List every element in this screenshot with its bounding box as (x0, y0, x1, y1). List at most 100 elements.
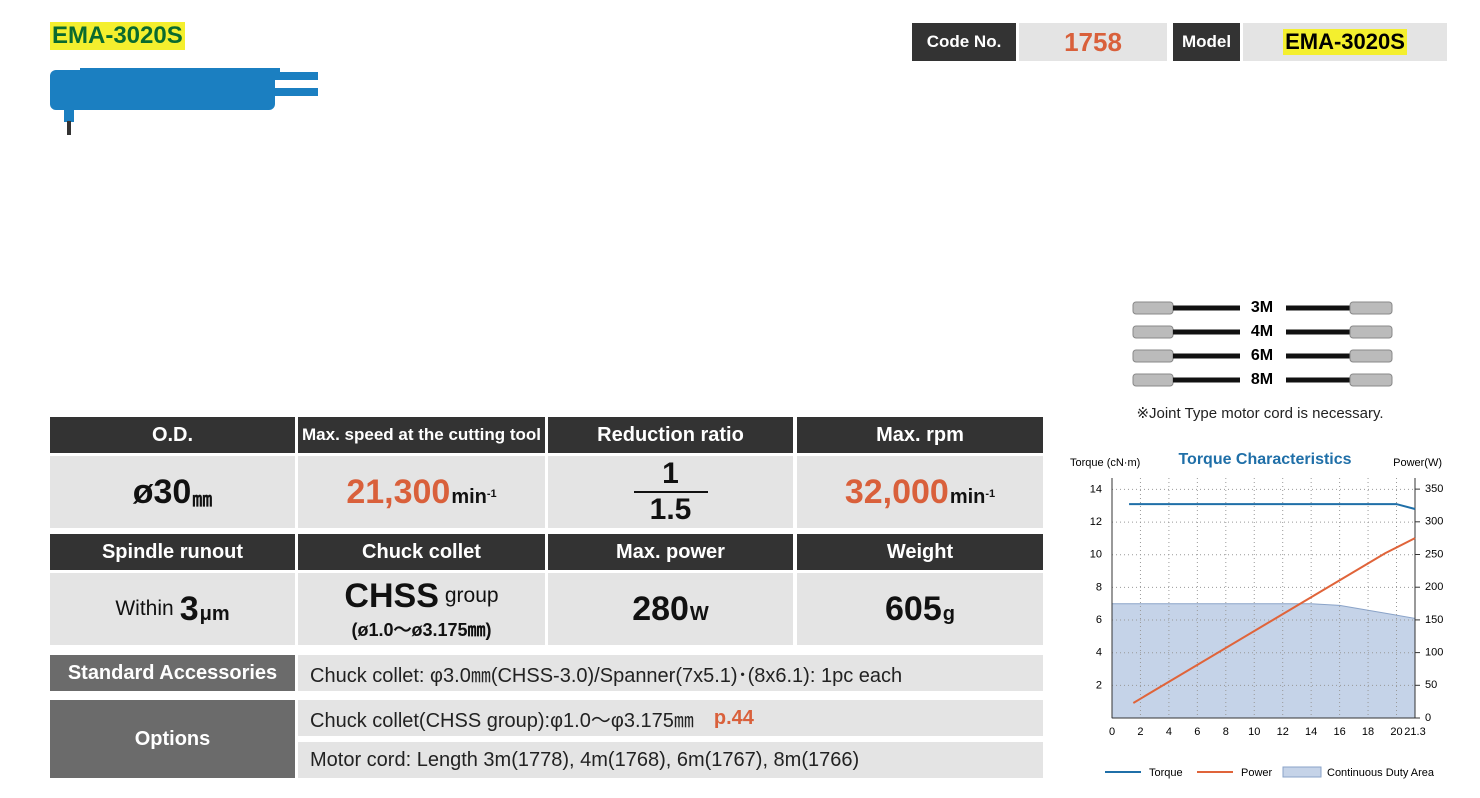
legend-label: Torque (1149, 767, 1183, 779)
code-label: Code No. (912, 23, 1016, 61)
y2-tick-label: 200 (1425, 581, 1443, 593)
cord-length: 6M (1251, 347, 1273, 364)
x-tick-label: 16 (1333, 726, 1345, 738)
model-box: EMA-3020S (1243, 23, 1447, 61)
model-label: Model (1173, 23, 1240, 61)
y2-tick-label: 150 (1425, 614, 1443, 626)
spec-value: Within 3 μm (50, 573, 295, 645)
options-label: Options (50, 700, 295, 778)
y2-tick-label: 100 (1425, 647, 1443, 659)
y-tick-label: 8 (1096, 581, 1102, 593)
spec-number: 280 (632, 589, 689, 628)
spec-label: Reduction ratio (548, 417, 793, 453)
x-tick-label: 4 (1166, 726, 1172, 738)
accessories-text: Chuck collet: φ3.0㎜(CHSS-3.0)/Spanner(7x… (298, 655, 1043, 691)
spec-label: O.D. (50, 417, 295, 453)
numerator: 1 (662, 457, 679, 490)
options-ref: p.44 (713, 706, 754, 729)
spec-line: CHSS group (344, 577, 498, 616)
spec-value: 21,300 min -1 (298, 456, 545, 528)
spec-label: Max. speed at the cutting tool (298, 417, 545, 453)
y-tick-label: 10 (1090, 549, 1102, 561)
spec-label: Max. power (548, 534, 793, 570)
spec-label: Chuck collet (298, 534, 545, 570)
y-tick-label: 2 (1096, 679, 1102, 691)
spec-value: 605 g (797, 573, 1043, 645)
y2-tick-label: 250 (1425, 548, 1443, 560)
spec-label: Weight (797, 534, 1043, 570)
x-tick-label: 6 (1194, 726, 1200, 738)
legend-label: Continuous Duty Area (1327, 767, 1435, 779)
spec-value: ø30 ㎜ (50, 456, 295, 528)
spec-sup: -1 (486, 488, 497, 500)
y2-axis-label: Power(W) (1393, 457, 1442, 469)
series-line (1129, 503, 1416, 510)
connector (1349, 373, 1393, 387)
x-tick-label: 12 (1277, 726, 1289, 738)
y-tick-label: 6 (1096, 614, 1102, 626)
connector (1349, 349, 1393, 363)
x-tick-label: 0 (1109, 726, 1115, 738)
x-tick-label: 21.3 (1404, 726, 1425, 738)
fraction-bar (633, 491, 708, 493)
spec-value: CHSS group (ø1.0～ø3.175㎜) (298, 573, 545, 645)
cord-note: ※Joint Type motor cord is necessary. (1136, 405, 1383, 422)
spec-unit: min (949, 485, 986, 508)
y-axis-label: Torque (cN·m) (1070, 457, 1140, 469)
legend-label: Power (1241, 767, 1273, 779)
y-tick-label: 4 (1096, 647, 1102, 659)
cord-length: 3M (1251, 299, 1273, 316)
x-tick-label: 2 (1137, 726, 1143, 738)
x-tick-label: 14 (1305, 726, 1317, 738)
x-tick-label: 8 (1223, 726, 1229, 738)
y2-tick-label: 50 (1425, 679, 1437, 691)
spec-value: 32,000 min -1 (797, 456, 1043, 528)
y2-tick-label: 0 (1425, 712, 1431, 724)
series-line (1132, 537, 1416, 704)
options-text: Chuck collet(CHSS group):φ1.0～φ3.175㎜ (310, 709, 694, 732)
y2-tick-label: 350 (1425, 483, 1443, 495)
spec-number: ø30 (132, 472, 192, 511)
options-text: Motor cord: Length 3m(1778), 4m(1768), 6… (310, 748, 860, 771)
options-row: Motor cord: Length 3m(1778), 4m(1768), 6… (298, 742, 1043, 778)
spec-number: CHSS (344, 576, 439, 615)
spec-unit: g (942, 602, 955, 625)
spec-unit: min (451, 485, 487, 508)
connector (1132, 349, 1174, 363)
duty-area (1111, 603, 1416, 719)
spec-prefix: Within (115, 597, 174, 620)
spec-value: 280 W (548, 573, 793, 645)
chart-title: Torque Characteristics (1178, 451, 1351, 468)
spec-label: Spindle runout (50, 534, 295, 570)
y-tick-label: 14 (1090, 483, 1102, 495)
spec-label: Max. rpm (797, 417, 1043, 453)
connector (1132, 325, 1174, 339)
code: 1758 (1019, 23, 1167, 61)
x-tick-label: 20 (1390, 726, 1402, 738)
spec-note: (ø1.0～ø3.175㎜) (351, 619, 492, 640)
spec-unit: ㎜ (192, 488, 213, 511)
connector (1349, 301, 1393, 315)
connector (1132, 373, 1174, 387)
cord-length: 8M (1251, 371, 1273, 388)
connector (1349, 325, 1393, 339)
denominator: 1.5 (649, 493, 692, 526)
y-tick-label: 12 (1090, 516, 1102, 528)
title: EMA-3020S (50, 22, 185, 50)
spec-value: 1 1.5 (548, 456, 793, 528)
y2-tick-label: 300 (1425, 516, 1443, 528)
x-tick-label: 10 (1248, 726, 1260, 738)
spec-sup: -1 (985, 488, 996, 500)
connector (1132, 301, 1174, 315)
spec-number: 3 (179, 589, 199, 628)
spec-number: 21,300 (346, 472, 451, 511)
accessories-label: Standard Accessories (50, 655, 295, 691)
spec-number: 605 (885, 589, 942, 628)
spec-unit: W (689, 602, 709, 625)
cord-length: 4M (1251, 323, 1273, 340)
spec-number: 32,000 (844, 472, 949, 511)
legend-swatch (1282, 766, 1322, 778)
spec-unit: μm (199, 602, 230, 625)
